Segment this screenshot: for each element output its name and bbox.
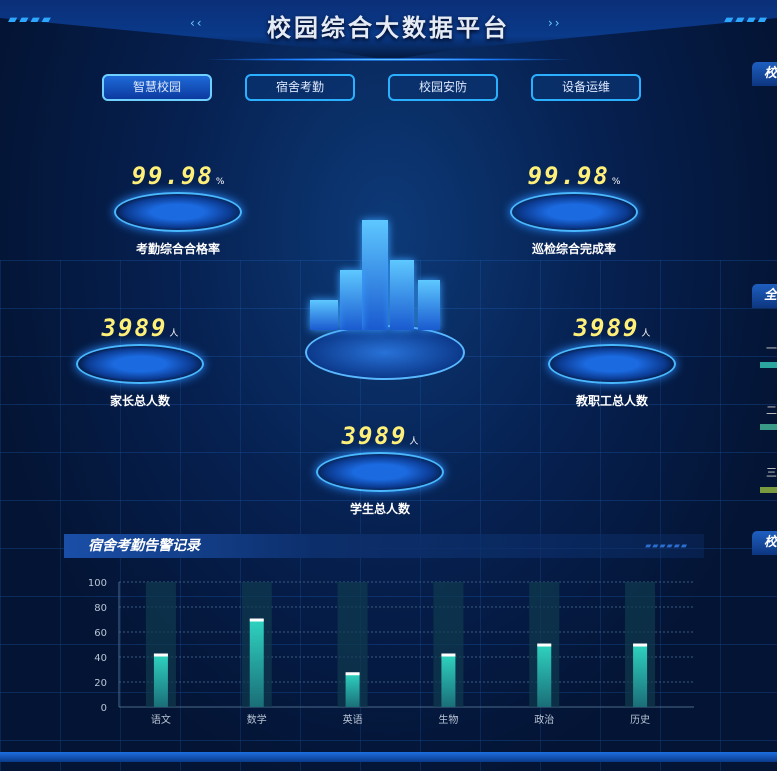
stat-label: 家长总人数	[109, 394, 170, 408]
stat-staff: 3989 人 教职工总人数	[542, 314, 682, 409]
right-panel-title-1: 校	[752, 62, 777, 86]
stat-patrol-rate: 99.98% 巡检综合完成率	[504, 162, 644, 257]
chart-title: 宿舍考勤告警记录	[88, 538, 200, 554]
chevron-right-icon: ››	[548, 16, 562, 30]
header-glow	[200, 58, 577, 61]
panel-title: 校	[752, 531, 777, 555]
chevron-left-icon: ‹‹	[190, 16, 204, 30]
bar-cap	[441, 653, 456, 657]
platform-disc-icon	[114, 192, 242, 232]
building-icon	[390, 260, 414, 330]
platform-disc-icon	[548, 344, 676, 384]
building-icon	[418, 280, 440, 330]
right-panel-title-3: 校	[752, 531, 777, 555]
bar	[441, 654, 456, 707]
rank-bar	[760, 362, 777, 368]
header-deco-right: ▰▰▰▰	[724, 12, 769, 26]
y-tick-label: 20	[94, 678, 107, 689]
stat-unit: %	[611, 177, 621, 187]
platform-disc-icon	[76, 344, 204, 384]
tab-device-maintenance[interactable]: 设备运维	[531, 74, 641, 101]
y-tick-label: 60	[94, 628, 107, 639]
bar-cap	[633, 643, 648, 647]
header-deco-left: ▰▰▰▰	[8, 12, 53, 26]
x-tick-label: 历史	[630, 714, 650, 726]
panel-title: 全	[752, 284, 777, 308]
bar	[249, 619, 264, 707]
stat-unit: 人	[409, 437, 419, 447]
stat-value: 99.98	[527, 162, 610, 190]
right-panel-title-2: 全	[752, 284, 777, 308]
platform-disc-icon	[316, 452, 444, 492]
stat-value: 3989	[573, 314, 640, 342]
platform-disc-icon	[510, 192, 638, 232]
stat-label: 学生总人数	[349, 502, 410, 516]
x-tick-label: 英语	[343, 713, 363, 726]
stat-value: 3989	[101, 314, 168, 342]
stat-label: 考勤综合合格率	[135, 242, 220, 256]
stat-value: 3989	[341, 422, 408, 450]
bar-cap	[537, 643, 552, 647]
tab-dorm-attendance[interactable]: 宿舍考勤	[245, 74, 355, 101]
y-tick-label: 40	[94, 653, 107, 664]
stat-unit: 人	[641, 329, 651, 339]
rank-bar	[760, 424, 777, 430]
rank-label: 二	[766, 404, 777, 417]
illustration-base	[305, 325, 465, 380]
title-deco: ▰▰▰▰▰▰	[645, 541, 688, 550]
y-tick-label: 100	[88, 578, 107, 589]
bar-cap	[249, 618, 264, 622]
building-icon	[310, 300, 338, 330]
bar	[633, 644, 648, 707]
stat-unit: %	[215, 177, 225, 187]
stat-attendance-rate: 99.98% 考勤综合合格率	[108, 162, 248, 257]
x-tick-label: 语文	[151, 713, 171, 726]
bar	[345, 673, 360, 707]
stat-value: 99.98	[131, 162, 214, 190]
page-title: 校园综合大数据平台	[267, 14, 510, 42]
stat-label: 教职工总人数	[575, 394, 648, 408]
rank-bar	[760, 487, 777, 493]
stat-parents: 3989 人 家长总人数	[70, 314, 210, 409]
y-tick-label: 80	[94, 603, 107, 614]
building-icon	[340, 270, 362, 330]
y-tick-label: 0	[101, 703, 107, 714]
x-tick-label: 生物	[438, 713, 458, 726]
building-icon	[362, 220, 388, 330]
rank-label: 一	[766, 342, 777, 355]
x-tick-label: 政治	[534, 713, 554, 726]
stat-label: 巡检综合完成率	[531, 242, 616, 256]
bar-cap	[345, 672, 360, 676]
x-tick-label: 数学	[247, 713, 267, 726]
panel-title: 校	[752, 62, 777, 86]
bar	[537, 644, 552, 707]
chart-section-title: 宿舍考勤告警记录 ▰▰▰▰▰▰	[64, 534, 704, 558]
stat-unit: 人	[169, 329, 179, 339]
bar-cap	[153, 653, 168, 657]
stat-students: 3989 人 学生总人数	[310, 422, 450, 517]
tab-smart-campus[interactable]: 智慧校园	[102, 74, 212, 101]
nav-tabs: 智慧校园 宿舍考勤 校园安防 设备运维	[102, 74, 641, 101]
campus-3d-illustration	[300, 200, 470, 390]
rank-label: 三	[766, 466, 777, 479]
bar	[153, 654, 168, 707]
footer-bar	[0, 752, 777, 762]
tab-campus-security[interactable]: 校园安防	[388, 74, 498, 101]
